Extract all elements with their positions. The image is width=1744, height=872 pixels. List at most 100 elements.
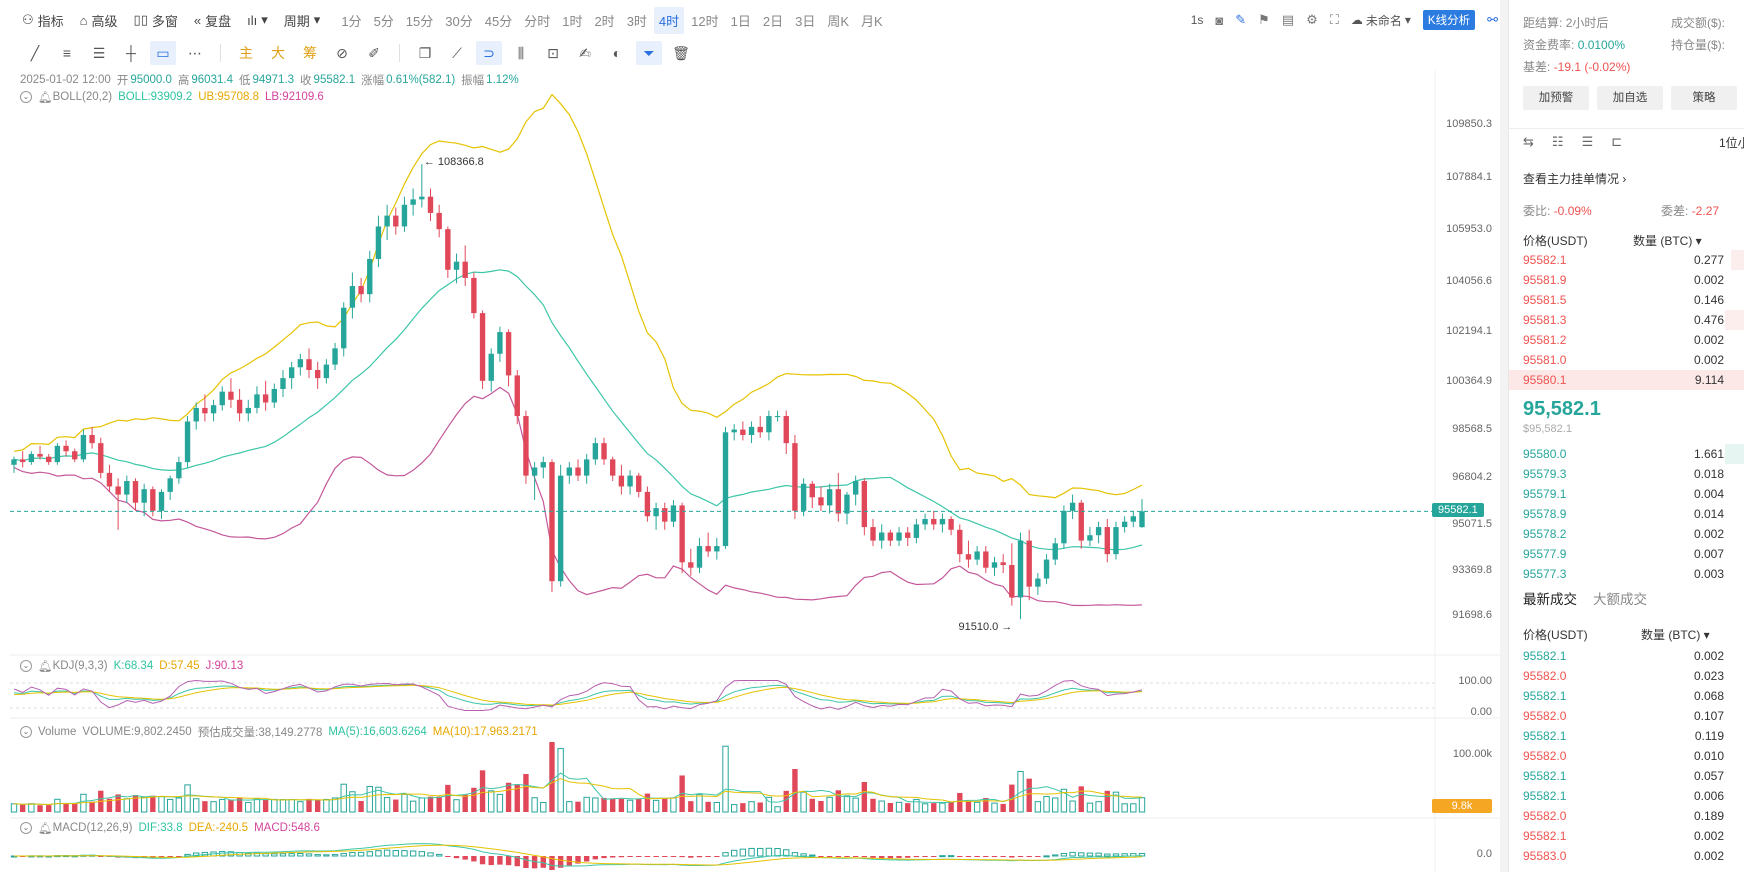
interval-tab[interactable]: 3时 xyxy=(626,13,647,29)
trash-icon[interactable]: 🗑 xyxy=(672,44,690,61)
ask-row[interactable]: 95581.3 0.476 xyxy=(1509,310,1744,330)
interval-tab[interactable]: 30分 xyxy=(445,13,473,29)
ask-row[interactable]: 95581.2 0.002 xyxy=(1509,330,1744,350)
channel-icon[interactable]: ☰ xyxy=(92,44,106,61)
interval-tab[interactable]: 45分 xyxy=(484,13,513,29)
collapse-icon[interactable]: ⌄ xyxy=(20,91,32,103)
ask-row[interactable]: 95581.5 0.146 xyxy=(1509,290,1744,310)
trade-row: 95582.0 0.189 xyxy=(1509,806,1744,826)
interval-tab[interactable]: 1分 xyxy=(341,13,362,29)
magnet-icon[interactable]: ⊃ xyxy=(476,41,502,65)
kline-chart-canvas[interactable] xyxy=(0,0,1500,872)
trendline-icon[interactable]: ╱ xyxy=(30,44,40,61)
collapse-icon[interactable]: ⌄ xyxy=(20,726,32,738)
candle-body xyxy=(462,261,468,278)
trade-qty-header[interactable]: 数量 (BTC) ▾ xyxy=(1641,628,1710,642)
book-asks-icon[interactable]: ☰ xyxy=(1581,134,1594,149)
copy-icon[interactable]: ❐ xyxy=(418,44,432,61)
bell-icon[interactable]: 🔔︎ xyxy=(38,661,53,673)
pen-icon[interactable]: ✎ xyxy=(1235,12,1247,27)
boll-legend: ⌄ 🔔︎ BOLL(20,2) BOLL:93909.2 UB:95708.8 … xyxy=(20,90,324,104)
collapse-icon[interactable]: ⌄ xyxy=(20,822,32,834)
bid-row[interactable]: 95578.2 0.002 xyxy=(1509,524,1744,544)
interval-tab[interactable]: 月K xyxy=(861,13,883,29)
replay-button[interactable]: «复盘 xyxy=(193,12,232,29)
panel-splitter[interactable] xyxy=(1500,0,1508,872)
main-order-link[interactable]: 查看主力挂单情况 › xyxy=(1523,172,1627,186)
chip-distribution-toggle[interactable]: 筹 xyxy=(303,45,317,61)
share-icon[interactable]: ⚯ xyxy=(1487,12,1498,27)
advanced-button[interactable]: ⌂ 高级 xyxy=(79,12,118,29)
eye-icon[interactable]: ◐ xyxy=(612,45,622,61)
indicator-settings-icon[interactable]: ⊘ xyxy=(336,44,348,61)
cloud-layout-selector[interactable]: ☁ 未命名 ▾ xyxy=(1350,13,1411,28)
replay-icon: « xyxy=(193,12,202,28)
add-alert-button[interactable]: 加预警 xyxy=(1523,86,1589,110)
ask-row[interactable]: 95581.9 0.002 xyxy=(1509,270,1744,290)
template-icon[interactable]: ▤ xyxy=(1281,12,1295,27)
multi-window-button[interactable]: ▯▯ 多窗 xyxy=(133,12,178,29)
more-tools-icon[interactable]: ⋯ xyxy=(188,44,202,61)
candle-body xyxy=(965,554,972,560)
interval-tab[interactable]: 12时 xyxy=(691,13,719,29)
tab-latest-trades[interactable]: 最新成交 xyxy=(1523,592,1577,607)
interval-tab[interactable]: 15分 xyxy=(405,13,434,29)
kline-analysis-button[interactable]: K线分析 xyxy=(1422,10,1476,30)
bell-icon[interactable]: 🔔︎ xyxy=(38,823,53,835)
ask-row[interactable]: 95580.1 9.114 xyxy=(1509,370,1744,390)
qty-column-header[interactable]: 数量 (BTC) ▾ xyxy=(1633,234,1702,248)
bid-row[interactable]: 95578.9 0.014 xyxy=(1509,504,1744,524)
horizontal-line-icon[interactable]: ┼ xyxy=(126,45,136,61)
brush-icon[interactable]: ✐ xyxy=(368,44,380,61)
macd-histogram-bar xyxy=(488,856,494,866)
parallel-lines-icon[interactable]: ≡ xyxy=(62,45,72,61)
collapse-icon[interactable]: ⌄ xyxy=(20,660,32,672)
interval-tab[interactable]: 1日 xyxy=(730,13,751,29)
period-button[interactable]: 周期 ▾ xyxy=(283,12,321,29)
ask-row[interactable]: 95582.1 0.277 xyxy=(1509,250,1744,270)
interval-tab[interactable]: 5分 xyxy=(373,13,394,29)
chart-type-button[interactable]: ılı ▾ xyxy=(247,12,268,28)
camera-icon[interactable]: ◙ xyxy=(1215,12,1224,28)
book-both-icon[interactable]: ⇆ xyxy=(1523,134,1534,149)
interval-tab[interactable]: 1时 xyxy=(562,13,583,29)
candle-body xyxy=(89,435,95,444)
bid-row[interactable]: 95579.1 0.004 xyxy=(1509,484,1744,504)
bid-row[interactable]: 95577.9 0.007 xyxy=(1509,544,1744,564)
note-icon[interactable]: ✍ xyxy=(579,44,591,61)
low-annotation: 91510.0 → xyxy=(958,621,1013,634)
bid-row[interactable]: 95577.3 0.003 xyxy=(1509,564,1744,584)
settings-icon[interactable]: ⚙ xyxy=(1306,12,1318,27)
precision-select[interactable]: 1位小 xyxy=(1719,136,1744,150)
bid-ratio: 委比: -0.09% xyxy=(1523,204,1592,218)
fullscreen-icon[interactable]: ⛶ xyxy=(1329,12,1339,27)
rectangle-icon[interactable]: ▭ xyxy=(150,41,176,65)
add-watchlist-button[interactable]: 加自选 xyxy=(1597,86,1663,110)
interval-tab[interactable]: 分时 xyxy=(524,13,551,29)
candle-body xyxy=(115,486,121,495)
bid-row[interactable]: 95580.0 1.661 xyxy=(1509,444,1744,464)
interval-tab[interactable]: 2日 xyxy=(762,13,784,29)
strategy-button[interactable]: 策略 xyxy=(1671,86,1737,110)
indicator-button[interactable]: ⚇ 指标 xyxy=(22,12,64,29)
interval-tab[interactable]: 2时 xyxy=(594,13,615,29)
bell-icon[interactable]: 🔔︎ xyxy=(38,92,53,104)
interval-tab[interactable]: 3日 xyxy=(795,13,816,29)
resolution-label[interactable]: 1s xyxy=(1190,13,1204,27)
bid-row[interactable]: 95579.3 0.018 xyxy=(1509,464,1744,484)
interval-tab[interactable]: 周K xyxy=(827,13,849,29)
ask-qty: 0.002 xyxy=(1693,353,1724,367)
pattern-icon[interactable]: ⫼ xyxy=(517,44,525,61)
main-indicator-toggle[interactable]: 主 xyxy=(239,45,253,61)
book-bids-icon[interactable]: ☷ xyxy=(1551,134,1564,149)
ruler-icon[interactable]: ⟋ xyxy=(452,44,462,61)
lock-icon[interactable]: ⊡ xyxy=(547,44,559,61)
book-expand-icon[interactable]: ⊏ xyxy=(1611,134,1623,149)
interval-tab[interactable]: 4时 xyxy=(653,6,685,34)
filter-icon[interactable]: ⏷ xyxy=(636,41,662,65)
alert-icon[interactable]: ⚑ xyxy=(1258,12,1270,27)
ask-row[interactable]: 95581.0 0.002 xyxy=(1509,350,1744,370)
large-order-toggle[interactable]: 大 xyxy=(271,45,285,61)
volume-bar xyxy=(271,798,278,813)
tab-large-trades[interactable]: 大额成交 xyxy=(1593,592,1647,607)
